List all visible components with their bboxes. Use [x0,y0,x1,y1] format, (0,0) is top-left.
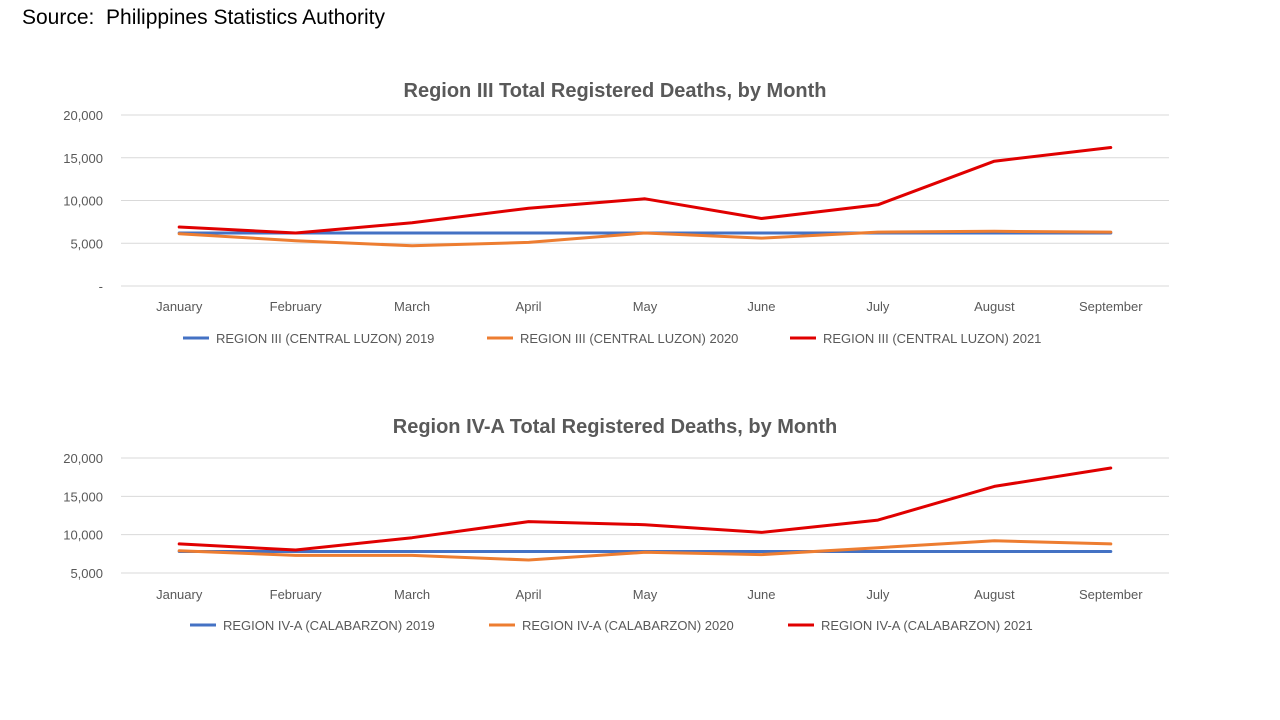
region-iv-a-series-line-2 [177,539,1113,562]
y-tick-label: 15,000 [63,489,103,504]
region-iii-series-line-3 [177,146,1113,235]
legend-label: REGION IV-A (CALABARZON) 2021 [821,618,1033,633]
x-tick-label: August [974,299,1015,314]
region-iii-deaths-chart: Region III Total Registered Deaths, by M… [63,80,1169,346]
source-note: Source: Philippines Statistics Authority [22,6,386,29]
x-tick-label: June [747,587,775,602]
x-tick-label: March [394,587,430,602]
x-tick-label: February [270,299,323,314]
y-tick-label: 10,000 [63,528,103,543]
legend-label: REGION IV-A (CALABARZON) 2019 [223,618,435,633]
chart-title: Region IV-A Total Registered Deaths, by … [393,416,837,438]
y-tick-label: 10,000 [63,194,103,209]
x-tick-label: April [516,587,542,602]
x-tick-label: April [516,299,542,314]
x-tick-label: March [394,299,430,314]
y-tick-label: 20,000 [63,451,103,466]
y-tick-label: 5,000 [70,236,103,251]
x-tick-label: July [866,587,890,602]
x-tick-label: June [747,299,775,314]
x-tick-label: September [1079,587,1143,602]
x-tick-label: May [633,587,658,602]
x-tick-label: January [156,299,203,314]
legend-label: REGION IV-A (CALABARZON) 2020 [522,618,734,633]
region-iv-a-series-line-3 [177,466,1113,552]
x-tick-label: August [974,587,1015,602]
y-tick-label: 20,000 [63,108,103,123]
legend-label: REGION III (CENTRAL LUZON) 2020 [520,331,738,346]
legend-label: REGION III (CENTRAL LUZON) 2021 [823,331,1041,346]
y-tick-label: 15,000 [63,151,103,166]
x-tick-label: February [270,587,323,602]
y-tick-label: - [99,279,103,294]
chart-title: Region III Total Registered Deaths, by M… [404,80,827,102]
x-tick-label: July [866,299,890,314]
x-tick-label: September [1079,299,1143,314]
legend-label: REGION III (CENTRAL LUZON) 2019 [216,331,434,346]
y-tick-label: 5,000 [70,566,103,581]
x-tick-label: January [156,587,203,602]
region-iii-series-line-2 [177,229,1113,248]
x-tick-label: May [633,299,658,314]
region-iv-a-deaths-chart: Region IV-A Total Registered Deaths, by … [63,416,1169,633]
